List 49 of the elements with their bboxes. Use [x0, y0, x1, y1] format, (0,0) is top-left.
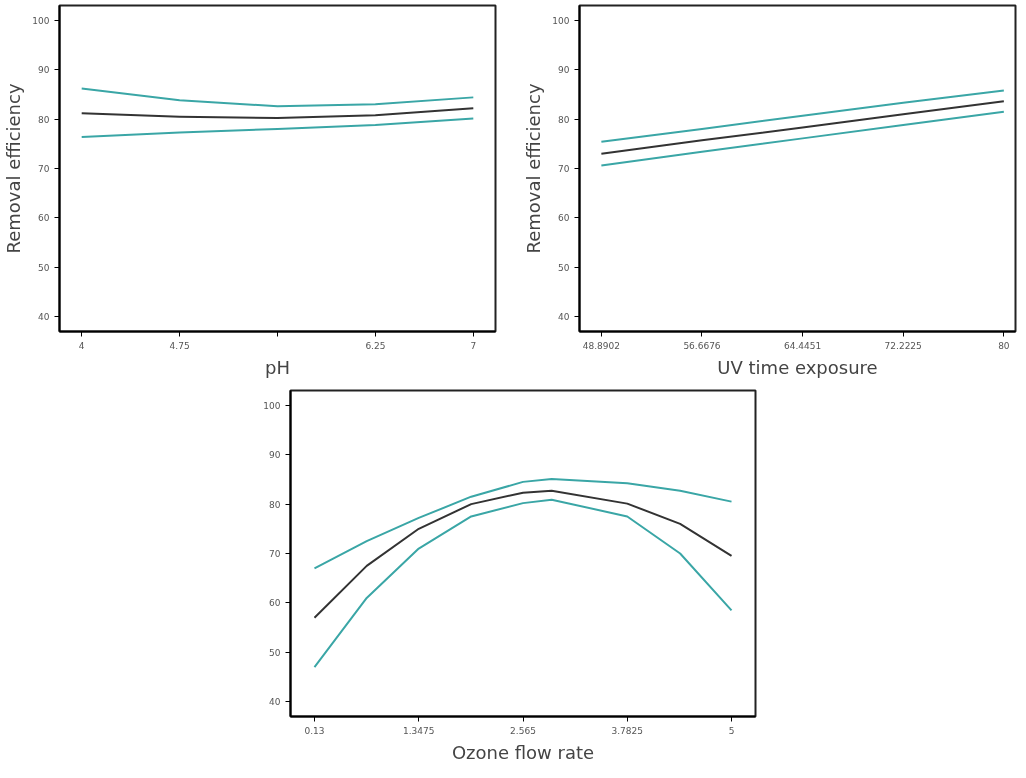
- x-tick-label: 72.2225: [884, 340, 922, 351]
- y-tick-label: 70: [558, 164, 570, 174]
- x-tick-label: 48.8902: [582, 340, 620, 351]
- line-series: [313, 489, 733, 619]
- line-series: [80, 117, 475, 138]
- y-tick-label: 80: [269, 499, 281, 510]
- y-tick-label: 40: [558, 312, 570, 323]
- line-series: [600, 89, 1005, 143]
- x-tick-label: 64.4451: [784, 340, 822, 351]
- x-tick-label: 4: [78, 340, 85, 351]
- y-tick-label: 60: [38, 213, 50, 224]
- y-tick-label: 40: [38, 312, 50, 323]
- x-tick-label: 3.7825: [611, 725, 644, 736]
- y-tick-label: 60: [558, 213, 570, 224]
- y-tick-label: 90: [269, 450, 281, 461]
- x-tick-label: 6.25: [365, 340, 386, 351]
- x-axis-title: pH: [265, 356, 290, 378]
- y-tick-label: 100: [552, 15, 570, 26]
- y-axis-title: Removal efficiency: [523, 83, 545, 254]
- x-tick-label: 56.6676: [683, 340, 721, 351]
- y-tick-label: 90: [38, 65, 50, 76]
- y-tick-label: 70: [269, 549, 281, 559]
- line-series: [313, 498, 733, 669]
- x-tick-label: 2.565: [510, 725, 536, 736]
- y-axis-title: Removal efficiency: [3, 83, 25, 254]
- y-tick-label: 80: [38, 114, 50, 125]
- x-tick-label: 0.13: [304, 725, 325, 736]
- y-tick-label: 50: [269, 647, 281, 658]
- y-tick-label: 50: [38, 262, 50, 273]
- x-axis-title: UV time exposure: [717, 356, 878, 378]
- line-series: [600, 110, 1005, 167]
- x-axis-title: Ozone flow rate: [451, 741, 595, 763]
- y-tick-label: 60: [269, 598, 281, 609]
- x-tick-label: 80: [998, 340, 1010, 351]
- y-tick-label: 80: [558, 114, 570, 125]
- x-tick-label: 4.75: [169, 340, 190, 351]
- y-tick-label: 90: [558, 65, 570, 76]
- line-series: [80, 87, 475, 108]
- line-series: [600, 100, 1005, 155]
- y-tick-label: 100: [32, 15, 50, 26]
- line-series: [313, 477, 733, 570]
- y-tick-label: 100: [263, 400, 281, 411]
- x-tick-label: 5: [728, 725, 735, 736]
- x-tick-label: 1.3475: [402, 725, 435, 736]
- y-tick-label: 50: [558, 262, 570, 273]
- y-tick-label: 40: [269, 697, 281, 708]
- y-tick-label: 70: [38, 164, 50, 174]
- x-tick-label: 7: [470, 340, 477, 351]
- line-series: [80, 107, 475, 120]
